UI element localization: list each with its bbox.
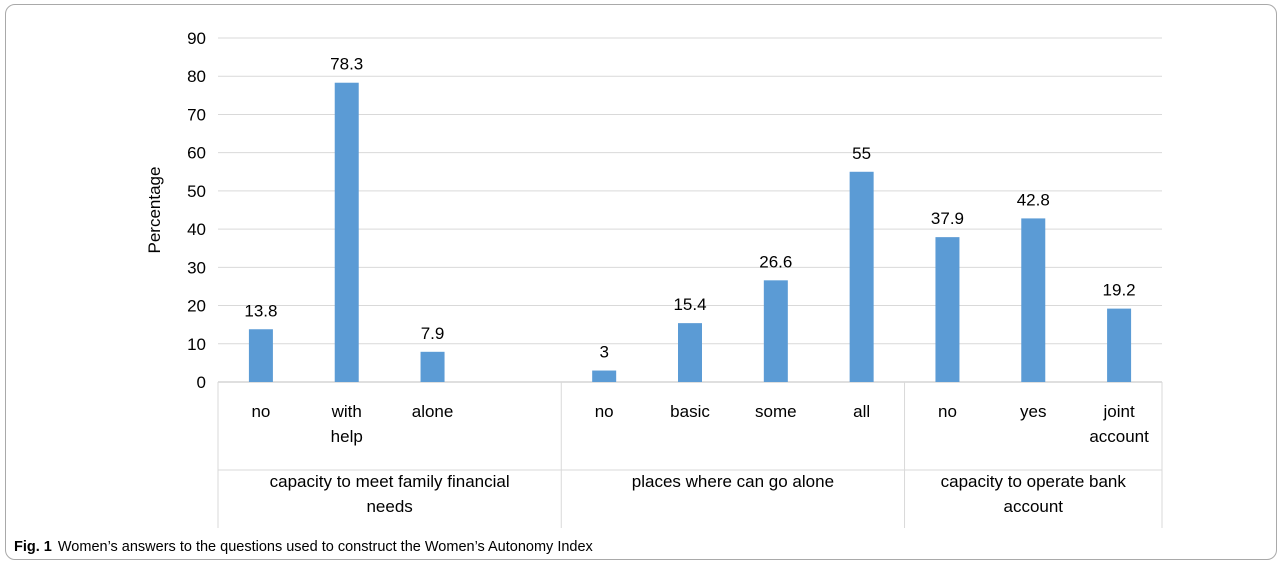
figure-caption: Fig. 1 Women’s answers to the questions u… xyxy=(14,539,593,555)
category-label: joint xyxy=(1102,402,1134,421)
category-label: some xyxy=(755,402,797,421)
data-label: 15.4 xyxy=(673,295,706,314)
group-label: capacity to meet family financial xyxy=(270,472,510,491)
y-tick-label: 90 xyxy=(187,29,206,48)
bar xyxy=(678,323,702,382)
data-label: 19.2 xyxy=(1103,281,1136,300)
bar xyxy=(849,171,874,382)
category-label: no xyxy=(938,402,957,421)
bar xyxy=(248,329,273,382)
data-label: 78.3 xyxy=(330,55,363,74)
bar xyxy=(1107,308,1132,382)
y-axis-label: Percentage xyxy=(145,167,164,254)
category-label: with xyxy=(331,402,362,421)
y-tick-label: 60 xyxy=(187,144,206,163)
bar xyxy=(334,82,359,382)
data-label: 26.6 xyxy=(759,252,792,271)
group-label: account xyxy=(1003,497,1063,516)
data-label: 3 xyxy=(599,343,608,362)
data-label: 13.8 xyxy=(244,301,277,320)
y-tick-label: 30 xyxy=(187,258,206,277)
group-label: capacity to operate bank xyxy=(941,472,1127,491)
category-label: yes xyxy=(1020,402,1046,421)
category-label: alone xyxy=(412,402,454,421)
group-label: places where can go alone xyxy=(632,472,834,491)
data-label: 7.9 xyxy=(421,324,445,343)
figure-frame xyxy=(5,4,1277,560)
y-tick-label: 40 xyxy=(187,220,206,239)
y-tick-label: 0 xyxy=(197,373,206,392)
caption-label: Fig. 1 xyxy=(14,539,52,555)
bar xyxy=(935,237,960,382)
bar xyxy=(1021,218,1046,382)
y-tick-label: 70 xyxy=(187,105,206,124)
bar xyxy=(592,370,617,382)
y-tick-label: 20 xyxy=(187,297,206,316)
bar-chart: 0 10 20 30 40 50 60 70 80 90 Percentage 13.8 no 78.3 w… xyxy=(145,29,1163,528)
category-label: all xyxy=(853,402,870,421)
category-label: no xyxy=(251,402,270,421)
category-label: basic xyxy=(670,402,710,421)
bar xyxy=(763,280,788,382)
caption-text: Women’s answers to the questions used to… xyxy=(57,539,593,555)
data-label: 37.9 xyxy=(931,209,964,228)
y-tick-label: 80 xyxy=(187,67,206,86)
category-label: account xyxy=(1089,427,1149,446)
group-label: needs xyxy=(366,497,412,516)
data-label: 55 xyxy=(852,144,871,163)
y-tick-label: 50 xyxy=(187,182,206,201)
data-label: 42.8 xyxy=(1017,190,1050,209)
bar xyxy=(420,351,445,382)
category-label: help xyxy=(331,427,363,446)
y-tick-label: 10 xyxy=(187,335,206,354)
category-label: no xyxy=(595,402,614,421)
